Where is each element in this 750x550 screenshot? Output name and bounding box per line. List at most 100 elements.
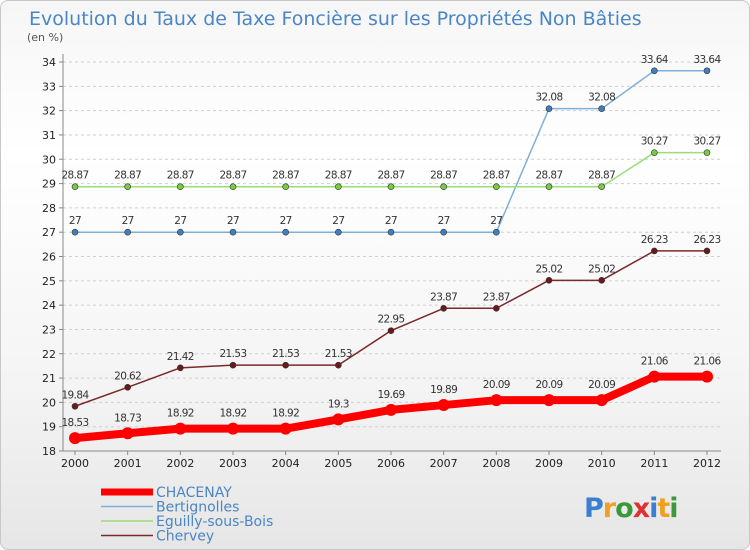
data-label-chacenay: 20.09 — [588, 379, 615, 391]
y-tick-label: 21 — [42, 372, 56, 385]
data-point-chacenay — [385, 403, 397, 416]
data-point-chacenay — [121, 427, 134, 440]
data-point-chervey — [282, 361, 289, 369]
data-label-eguilly-sous-bois: 30.27 — [641, 136, 668, 148]
data-label-chacenay: 18.92 — [272, 408, 299, 420]
data-point-chervey — [598, 277, 605, 284]
x-tick-label: 2006 — [377, 457, 405, 470]
data-label-eguilly-sous-bois: 28.87 — [114, 170, 141, 182]
data-label-chacenay: 20.09 — [535, 379, 562, 391]
data-label-chacenay: 18.53 — [61, 417, 88, 429]
data-point-bertignolles — [387, 228, 395, 236]
chart-title: Evolution du Taux de Taxe Foncière sur l… — [29, 8, 642, 30]
data-label-chervey: 26.23 — [641, 234, 668, 246]
data-label-eguilly-sous-bois: 28.87 — [483, 170, 510, 182]
data-point-bertignolles — [335, 228, 342, 236]
data-point-chacenay — [332, 413, 345, 426]
data-point-eguilly-sous-bois — [598, 183, 605, 191]
data-point-eguilly-sous-bois — [440, 183, 447, 191]
data-label-chacenay: 19.69 — [377, 389, 404, 401]
data-label-eguilly-sous-bois: 30.27 — [693, 136, 720, 148]
data-point-eguilly-sous-bois — [177, 183, 184, 191]
legend-item-chervey: Chervey — [156, 529, 214, 545]
data-point-chacenay — [437, 399, 450, 412]
data-point-chervey — [545, 277, 553, 284]
grid — [63, 61, 721, 452]
y-tick-label: 26 — [42, 251, 56, 264]
data-label-chervey: 20.62 — [114, 370, 141, 382]
data-point-bertignolles — [71, 228, 79, 236]
data-label-bertignolles: 33.64 — [641, 54, 669, 66]
data-point-chervey — [124, 384, 131, 391]
data-point-chacenay — [701, 370, 713, 383]
data-point-bertignolles — [545, 105, 553, 112]
data-label-chacenay: 19.3 — [328, 398, 349, 410]
x-tick-label: 2011 — [640, 457, 668, 470]
data-point-chervey — [387, 327, 395, 334]
data-point-chervey — [71, 402, 79, 410]
x-tick-label: 2008 — [482, 457, 510, 470]
data-label-bertignolles: 27 — [280, 215, 292, 227]
legend: CHACENAYBertignollesEguilly-sous-BoisChe… — [101, 485, 273, 545]
legend-item-eguilly-sous-bois: Eguilly-sous-Bois — [156, 514, 273, 530]
data-label-eguilly-sous-bois: 28.87 — [272, 170, 299, 182]
x-tick-label: 2004 — [272, 457, 300, 470]
data-point-eguilly-sous-bois — [545, 183, 553, 191]
data-point-chacenay — [174, 422, 187, 435]
x-tick-label: 2007 — [430, 457, 458, 470]
data-label-bertignolles: 27 — [227, 215, 239, 227]
data-point-eguilly-sous-bois — [387, 183, 395, 191]
data-label-eguilly-sous-bois: 28.87 — [219, 170, 246, 182]
data-label-chacenay: 19.89 — [430, 384, 457, 396]
y-tick-label: 29 — [42, 178, 56, 191]
x-tick-label: 2001 — [114, 457, 142, 470]
data-label-bertignolles: 32.08 — [588, 92, 615, 104]
axes: 18 19 20 21 22 23 24 25 26 27 28 29 30 31 32 33 34 2000 20… — [42, 54, 721, 470]
y-tick-label: 28 — [42, 202, 56, 215]
x-tick-label: 2010 — [588, 457, 616, 470]
data-point-eguilly-sous-bois — [282, 183, 289, 191]
y-tick-label: 31 — [42, 129, 56, 142]
data-point-bertignolles — [440, 228, 447, 236]
data-point-eguilly-sous-bois — [124, 183, 131, 191]
data-point-bertignolles — [703, 67, 711, 75]
data-point-eguilly-sous-bois — [335, 183, 342, 191]
data-point-chacenay — [69, 432, 81, 445]
y-tick-label: 32 — [42, 105, 56, 118]
data-label-bertignolles: 27 — [438, 215, 450, 227]
data-point-eguilly-sous-bois — [493, 183, 500, 191]
data-label-chervey: 22.95 — [377, 314, 404, 326]
data-label-bertignolles: 27 — [385, 215, 397, 227]
data-label-chacenay: 21.06 — [641, 356, 669, 368]
y-tick-label: 24 — [42, 299, 56, 312]
y-tick-label: 18 — [42, 445, 56, 458]
data-label-chacenay: 18.73 — [114, 412, 141, 424]
x-tick-label: 2002 — [166, 457, 194, 470]
data-label-chervey: 21.53 — [272, 348, 299, 360]
data-label-chervey: 25.02 — [535, 263, 562, 275]
y-tick-label: 19 — [42, 421, 56, 434]
x-tick-label: 2003 — [219, 457, 247, 470]
y-tick-label: 25 — [42, 275, 56, 288]
data-point-bertignolles — [124, 228, 131, 236]
x-tick-label: 2000 — [61, 457, 89, 470]
x-tick-label: 2012 — [693, 457, 721, 470]
y-tick-label: 23 — [42, 323, 56, 336]
data-point-eguilly-sous-bois — [651, 149, 658, 156]
y-tick-label: 34 — [42, 56, 56, 69]
data-point-chervey — [229, 361, 237, 369]
proxiti-logo: Proxiti — [584, 493, 679, 524]
data-point-bertignolles — [493, 228, 500, 236]
data-labels: 18.53 18.73 18.92 18.92 18.92 19.3 19.69 19.89 2… — [61, 54, 722, 429]
data-point-eguilly-sous-bois — [703, 149, 711, 156]
data-label-eguilly-sous-bois: 28.87 — [535, 170, 562, 182]
data-label-bertignolles: 27 — [69, 215, 81, 227]
data-point-bertignolles — [177, 228, 184, 236]
series-group — [69, 67, 713, 445]
legend-item-chacenay: CHACENAY — [156, 485, 232, 501]
data-point-chacenay — [490, 394, 503, 407]
data-point-eguilly-sous-bois — [71, 183, 79, 191]
chart-subtitle: (en %) — [27, 31, 63, 44]
